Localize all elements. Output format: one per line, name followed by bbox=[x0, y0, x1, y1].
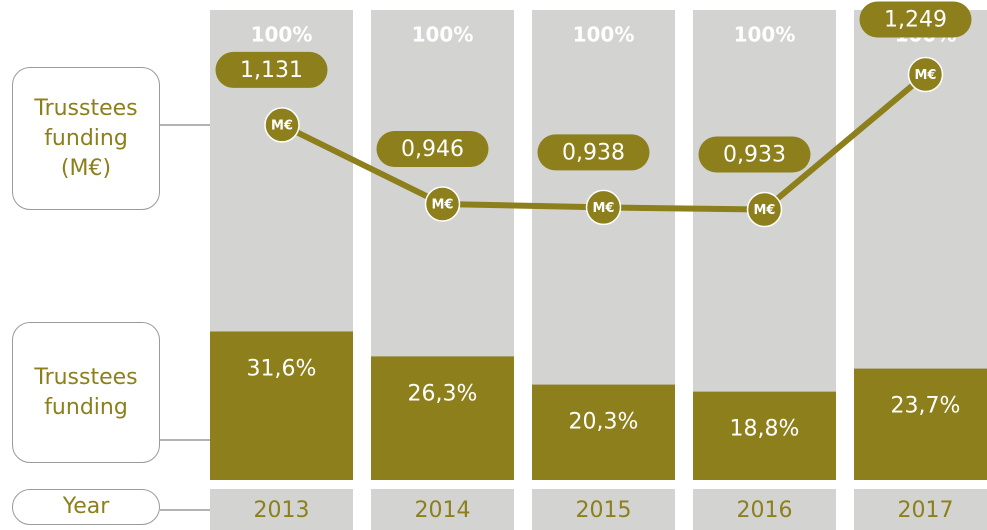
marker-label: M€ bbox=[432, 197, 454, 212]
total-label: 100% bbox=[251, 23, 313, 47]
x-tick-cell bbox=[210, 489, 353, 530]
line-marker bbox=[585, 189, 622, 226]
x-tick-label: 2017 bbox=[898, 498, 954, 523]
x-tick-cell bbox=[532, 489, 675, 530]
marker-label: M€ bbox=[754, 203, 776, 218]
line-value-label: 0,933 bbox=[723, 143, 786, 168]
line-marker bbox=[424, 186, 461, 222]
value-pill bbox=[698, 136, 811, 173]
line-marker bbox=[746, 191, 783, 228]
x-tick-label: 2015 bbox=[576, 498, 632, 523]
x-tick-label: 2013 bbox=[254, 498, 310, 523]
bar bbox=[532, 384, 675, 480]
line-value-label: 1,131 bbox=[240, 58, 303, 83]
bar-series-label: Trusstees funding bbox=[12, 322, 160, 463]
line-series-label: Trusstees funding (M€) bbox=[12, 67, 160, 210]
x-axis-label: Year bbox=[12, 489, 160, 525]
value-pill bbox=[215, 51, 328, 88]
x-tick-cell bbox=[854, 489, 987, 530]
bar-value-label: 26,3% bbox=[408, 381, 478, 406]
bar bbox=[693, 391, 836, 480]
line-value-label: 0,946 bbox=[401, 137, 464, 162]
bar-value-label: 20,3% bbox=[569, 410, 639, 435]
x-tick-cell bbox=[693, 489, 836, 530]
x-tick-label: 2014 bbox=[415, 498, 471, 523]
bar bbox=[854, 368, 987, 480]
bar-value-label: 18,8% bbox=[730, 417, 800, 442]
bar-value-label: 31,6% bbox=[247, 356, 317, 381]
x-tick-label: 2016 bbox=[737, 498, 793, 523]
total-label: 100% bbox=[412, 23, 474, 47]
bar-value-label: 23,7% bbox=[891, 394, 961, 419]
marker-label: M€ bbox=[271, 118, 293, 133]
line-marker bbox=[264, 107, 300, 143]
x-tick-cell bbox=[371, 489, 514, 530]
line-value-label: 1,249 bbox=[884, 8, 947, 33]
marker-label: M€ bbox=[593, 201, 615, 216]
bar bbox=[210, 331, 353, 480]
line-value-label: 0,938 bbox=[562, 140, 625, 165]
total-label: 100% bbox=[734, 23, 796, 47]
value-pill bbox=[376, 130, 489, 167]
total-label: 100% bbox=[573, 23, 635, 47]
line-marker bbox=[907, 56, 944, 93]
bar bbox=[371, 356, 514, 480]
value-pill bbox=[859, 1, 972, 38]
value-pill bbox=[537, 134, 650, 171]
marker-label: M€ bbox=[915, 68, 937, 83]
